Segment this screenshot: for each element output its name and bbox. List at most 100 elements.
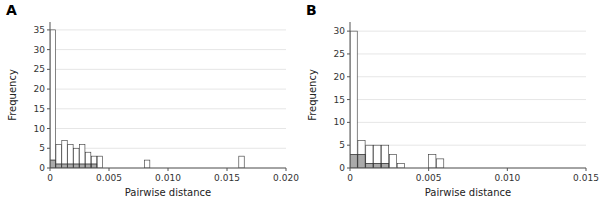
grid-line — [350, 168, 586, 169]
bar — [85, 164, 90, 168]
y-tick-label: 0 — [339, 163, 345, 173]
figure: 00.0050.0100.0150.02005101520253035Pairw… — [0, 0, 600, 213]
bar — [366, 163, 373, 168]
x-tick-label: 0.010 — [155, 173, 181, 183]
grid-line — [350, 122, 586, 123]
y-tick-label: 10 — [334, 117, 346, 127]
bar — [144, 160, 149, 168]
bar — [358, 154, 365, 168]
grid-line — [50, 29, 286, 30]
y-tick — [47, 49, 50, 50]
bar — [50, 160, 55, 168]
x-axis-label: Pairwise distance — [125, 187, 211, 198]
y-axis-line — [50, 22, 51, 168]
y-tick — [347, 31, 350, 32]
grid-line — [50, 49, 286, 50]
y-tick — [47, 69, 50, 70]
panel: 00.0050.0100.0150.02005101520253035Pairw… — [6, 2, 299, 198]
y-axis-label: Frequency — [7, 69, 18, 121]
bar — [97, 156, 102, 168]
bar — [429, 154, 436, 168]
y-tick — [47, 108, 50, 109]
y-tick-label: 10 — [34, 124, 46, 134]
bar — [80, 144, 85, 168]
y-tick-label: 20 — [334, 72, 346, 82]
bar — [358, 141, 365, 168]
grid-line — [50, 108, 286, 109]
x-tick — [227, 168, 228, 171]
x-tick — [286, 168, 287, 171]
grid-line — [350, 76, 586, 77]
y-tick-label: 35 — [34, 25, 45, 35]
y-tick — [347, 99, 350, 100]
x-tick — [586, 168, 587, 171]
bar — [350, 154, 357, 168]
x-tick-label: 0.005 — [416, 173, 442, 183]
grid-line — [350, 53, 586, 54]
bar — [74, 164, 79, 168]
y-tick — [47, 148, 50, 149]
x-tick — [507, 168, 508, 171]
bar — [68, 144, 73, 168]
bar — [74, 164, 79, 168]
y-tick-label: 20 — [34, 84, 46, 94]
y-tick — [347, 122, 350, 123]
y-tick — [47, 168, 50, 169]
y-tick — [47, 29, 50, 30]
y-axis-label: Frequency — [307, 69, 318, 121]
bar — [50, 160, 55, 168]
y-tick — [347, 145, 350, 146]
bars — [50, 30, 244, 168]
bar — [437, 159, 444, 168]
panel-title: A — [6, 2, 17, 18]
bar — [374, 163, 381, 168]
bar — [68, 164, 73, 168]
y-tick — [347, 76, 350, 77]
bar — [358, 154, 365, 168]
y-tick — [47, 89, 50, 90]
bar — [85, 152, 90, 168]
y-tick-label: 30 — [334, 26, 346, 36]
bar — [374, 145, 381, 168]
panel: 00.0050.0100.015051015202530Pairwise dis… — [306, 2, 599, 198]
bar — [56, 164, 61, 168]
grid-line — [50, 89, 286, 90]
y-tick-label: 30 — [34, 45, 46, 55]
bar — [366, 163, 373, 168]
x-tick-label: 0 — [47, 173, 53, 183]
bar — [350, 154, 357, 168]
x-axis-line — [350, 168, 586, 169]
x-tick — [168, 168, 169, 171]
bar — [389, 154, 396, 168]
bar — [56, 164, 61, 168]
bar — [239, 156, 244, 168]
bar — [62, 164, 67, 168]
x-tick-label: 0.015 — [573, 173, 599, 183]
y-tick-label: 25 — [34, 64, 45, 74]
y-tick — [47, 128, 50, 129]
bar — [56, 144, 61, 168]
bar — [381, 145, 388, 168]
grid-line — [350, 99, 586, 100]
bar — [381, 163, 388, 168]
x-tick-label: 0.015 — [214, 173, 240, 183]
bar — [350, 31, 357, 168]
grid-line — [50, 69, 286, 70]
bar — [91, 164, 96, 168]
bar — [62, 164, 67, 168]
y-tick-label: 15 — [34, 104, 45, 114]
bars — [350, 31, 444, 168]
bar — [91, 164, 96, 168]
x-tick-label: 0.010 — [494, 173, 520, 183]
x-axis-label: Pairwise distance — [425, 187, 511, 198]
grid-line — [50, 148, 286, 149]
bar — [374, 163, 381, 168]
bar — [74, 148, 79, 168]
x-tick — [109, 168, 110, 171]
y-tick-label: 25 — [334, 49, 345, 59]
bar — [85, 164, 90, 168]
y-tick-label: 15 — [334, 95, 345, 105]
x-tick — [428, 168, 429, 171]
bar — [50, 30, 55, 168]
y-axis-line — [350, 22, 351, 168]
